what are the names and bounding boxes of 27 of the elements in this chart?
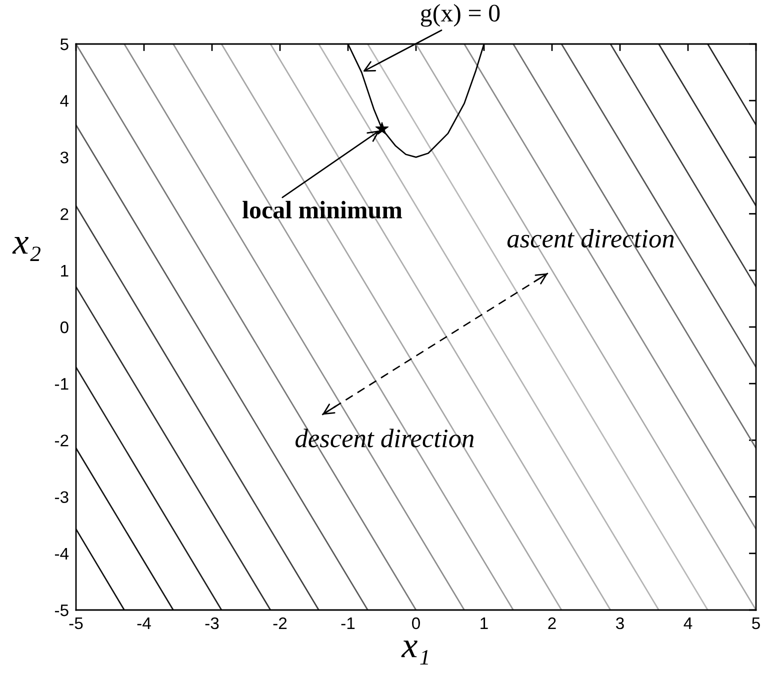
x-tick-label: 0 — [412, 617, 420, 630]
y-tick-label: 4 — [60, 95, 69, 107]
x-tick-label: 4 — [684, 618, 692, 630]
y-tick-label: 5 — [60, 38, 68, 50]
y-tick-label: 1 — [61, 264, 68, 276]
x-tick-label: -5 — [69, 618, 83, 630]
y-tick-label: -3 — [54, 491, 68, 504]
x-tick-label: -1 — [341, 618, 355, 630]
y-tick-label: 0 — [60, 321, 68, 334]
y-tick-label: 3 — [60, 152, 68, 164]
x-tick-label: 2 — [548, 617, 556, 630]
y-tick-label: -1 — [54, 378, 68, 390]
x-tick-label: 5 — [752, 618, 760, 630]
y-tick-label: 2 — [60, 208, 68, 220]
x-axis-title: x₁ — [401, 640, 428, 664]
x-tick-label: 1 — [480, 618, 488, 630]
annotation: descent direction — [296, 428, 474, 448]
x-tick-label: 3 — [616, 617, 624, 630]
annotation: g(x) = 0 — [420, 4, 500, 27]
y-tick-label: -5 — [54, 604, 68, 616]
x-tick-label: -3 — [205, 617, 219, 630]
x-tick-label: -4 — [137, 618, 151, 630]
annotation: local minimum — [242, 200, 402, 219]
y-axis-title: x₂ — [12, 237, 40, 261]
y-tick-label: -4 — [54, 548, 69, 560]
x-tick-label: -2 — [273, 617, 287, 630]
y-tick-label: -2 — [54, 434, 68, 446]
